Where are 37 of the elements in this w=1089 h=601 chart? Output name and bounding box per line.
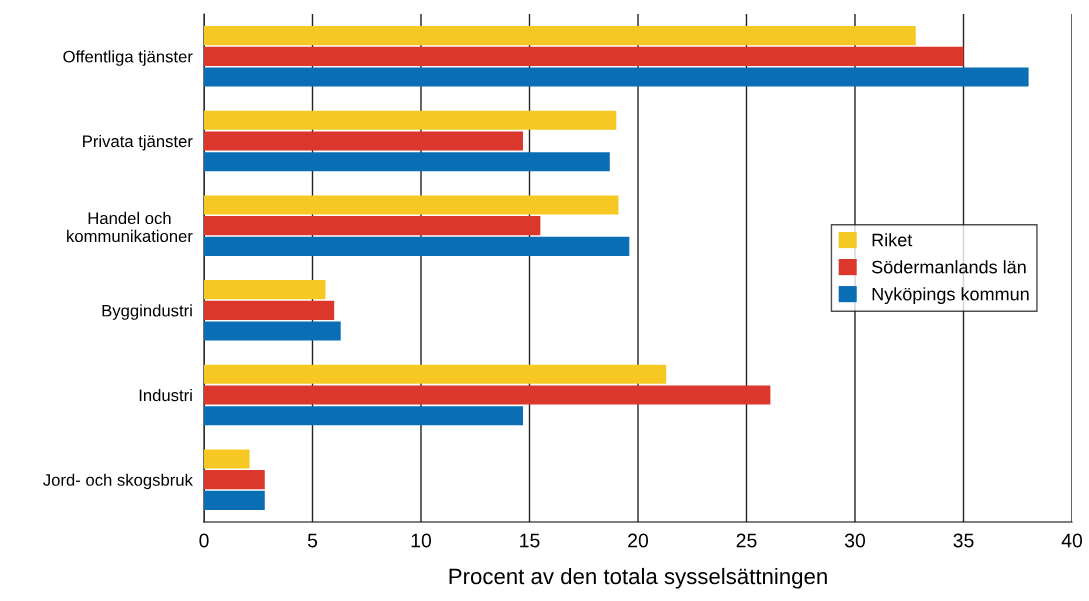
bar	[204, 406, 523, 426]
bar	[204, 449, 250, 469]
x-tick-label: 25	[736, 533, 757, 548]
legend-label: Nyköpings kommun	[872, 287, 1029, 305]
bar	[204, 26, 916, 46]
bar	[204, 236, 630, 256]
y-tick-label: Industri	[139, 388, 192, 402]
y-tick-label: Offentliga tjänster	[63, 50, 193, 66]
bar	[204, 470, 265, 490]
legend-label: Riket	[872, 233, 913, 247]
x-tick-label: 15	[520, 533, 540, 548]
bar	[204, 490, 265, 510]
x-tick-label: 35	[953, 533, 974, 548]
bar	[204, 195, 619, 215]
y-tick-label: Handel och kommunikationer	[67, 211, 193, 243]
x-axis-title: Procent av den totala sysselsättningen	[449, 567, 827, 589]
bar	[204, 364, 667, 384]
y-tick-label: Privata tjänster	[83, 134, 193, 151]
x-tick-label: 10	[411, 533, 432, 548]
bar	[204, 152, 610, 172]
bar	[204, 300, 335, 320]
x-tick-label: 20	[628, 533, 649, 548]
bar	[204, 385, 771, 405]
x-tick-label: 40	[1061, 533, 1083, 548]
y-tick-label: Jord- och skogsbruk	[43, 473, 193, 490]
bar	[204, 280, 326, 300]
bar	[204, 131, 523, 151]
x-tick-label: 5	[307, 533, 318, 548]
bar	[204, 67, 1029, 87]
bar	[204, 46, 964, 66]
x-tick-label: 30	[844, 533, 866, 548]
bar	[204, 321, 341, 341]
bar	[204, 216, 541, 236]
y-tick-label: Byggindustri	[102, 304, 192, 320]
bar	[204, 110, 617, 130]
x-tick-label: 0	[199, 533, 209, 548]
legend-label: Södermanlands län	[871, 260, 1026, 274]
